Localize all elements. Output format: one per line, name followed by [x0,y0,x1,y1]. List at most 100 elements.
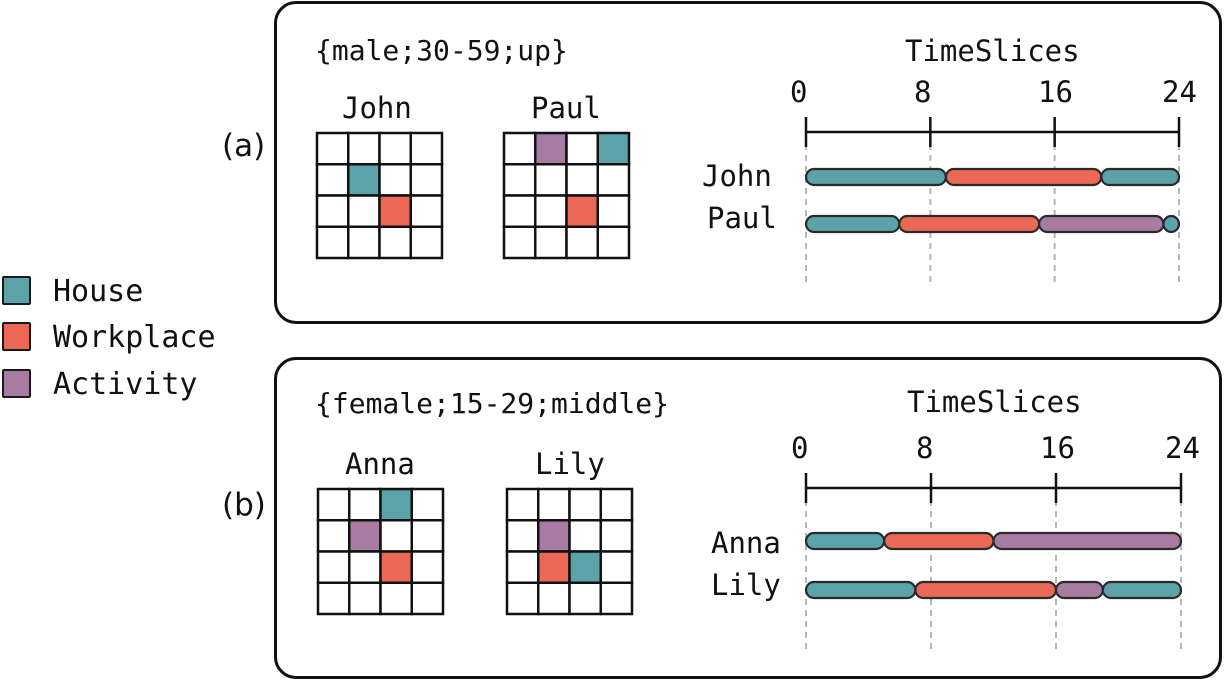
legend-swatch-house [2,276,31,305]
grid-cell [502,194,537,228]
tick-label: 0 [791,431,809,465]
grid-cell-house [568,550,602,584]
panel-b-graphics [316,473,1183,650]
timeline-person-label: Anna [711,526,781,560]
grid-cell-workplace [378,194,412,228]
tick-label: 24 [1162,75,1197,109]
grid-cell [316,487,351,522]
timeline-segment-house [1162,214,1181,234]
grid-cell [534,163,568,197]
location-grid [502,131,631,260]
grid-cell [379,519,413,553]
legend-swatch-activity [2,369,31,398]
person-name-grid: Paul [531,91,601,125]
location-grid [505,487,634,616]
grid-cell [315,225,350,260]
grid-cell-activity [534,131,568,166]
grid-cell [347,225,381,260]
legend-label-activity: Activity [53,367,198,402]
grid-cell [409,194,444,228]
grid-cell [505,581,540,616]
grid-cell [315,194,350,228]
tick-label: 16 [1040,431,1075,465]
grid-cell [596,225,631,260]
grid-cell [565,163,599,197]
person-name-grid: Anna [345,447,415,481]
grid-cell [378,225,412,260]
panel-a-graphics [315,117,1181,286]
grid-cell-workplace [565,194,599,228]
grid-cell-house [379,487,413,522]
panel-label-a: (a) [222,128,266,164]
group-label: {male;30-59;up} [315,34,568,67]
grid-cell [316,550,351,584]
timeline-person-label: John [702,159,772,193]
grid-cell [599,550,634,584]
grid-cell [410,519,445,553]
grid-cell [568,487,602,522]
timeline-segment-workplace [898,214,1041,234]
grid-cell [565,225,599,260]
legend-label-house: House [53,274,144,309]
timeline-segment-activity [992,531,1183,551]
grid-cell [599,487,634,522]
timeline-segment-house [804,214,901,234]
timeline-segment-workplace [883,531,995,551]
panel-b: {female;15-29;middle} Anna Lily TimeSlic… [274,357,1222,679]
legend-label-workplace: Workplace [53,320,216,355]
grid-cell [378,131,412,166]
grid-cell [599,581,634,616]
grid-cell [505,550,540,584]
grid-cell-workplace [379,550,413,584]
grid-cell [409,163,444,197]
grid-cell [348,487,382,522]
panel-a: {male;30-59;up} John Paul TimeSlices 0 8… [274,1,1222,324]
tick-label: 8 [914,75,932,109]
tick-label: 8 [916,431,934,465]
grid-cell [502,225,537,260]
panel-label-b: (b) [222,487,266,523]
person-name-grid: Lily [535,447,605,481]
grid-cell [348,581,382,616]
grid-cell [315,131,350,166]
grid-cell [565,131,599,166]
timeline-title: TimeSlices [905,34,1080,68]
grid-cell-activity [537,519,571,553]
grid-cell [534,225,568,260]
grid-cell-house [347,163,381,197]
grid-cell [379,581,413,616]
grid-cell [502,163,537,197]
grid-cell-house [596,131,631,166]
grid-cell [568,581,602,616]
timeline-segment-house [804,531,886,551]
grid-cell [347,194,381,228]
grid-cell [537,581,571,616]
location-grid [315,131,444,260]
grid-cell [378,163,412,197]
grid-cell [596,194,631,228]
grid-cell [410,487,445,522]
grid-cell [410,550,445,584]
grid-cell [534,194,568,228]
timeline-segment-workplace [944,167,1103,187]
timeline-person-label: Lily [711,568,781,602]
grid-cell [502,131,537,166]
timeline-segment-house [804,580,917,600]
timeline-segment-house [1100,167,1181,187]
timeline-title: TimeSlices [907,385,1082,419]
timeline-segment-activity [1054,580,1104,600]
grid-cell [596,163,631,197]
grid-cell [505,487,540,522]
grid-cell [410,581,445,616]
grid-cell [409,225,444,260]
grid-cell [347,131,381,166]
grid-cell [316,519,351,553]
timeline-segment-house [1101,580,1183,600]
grid-cell [348,550,382,584]
grid-cell [505,519,540,553]
grid-cell [409,131,444,166]
timeline-segment-house [804,167,947,187]
grid-cell [316,581,351,616]
grid-cell [599,519,634,553]
timeline-segment-workplace [914,580,1058,600]
